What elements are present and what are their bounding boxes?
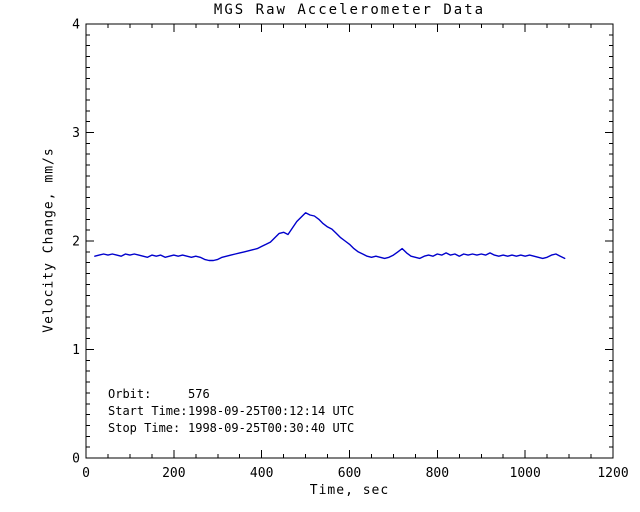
x-tick-label: 200 (162, 466, 185, 481)
chart-title: MGS Raw Accelerometer Data (213, 2, 486, 18)
stop-time-value: 1998-09-25T00:30:40 UTC (188, 421, 355, 435)
orbit-row: Orbit: 576 (108, 386, 354, 403)
x-tick-label: 600 (338, 466, 361, 481)
data-series-line (94, 212, 566, 262)
x-tick-label: 1000 (510, 466, 541, 481)
y-tick-label: 1 (72, 343, 80, 358)
y-tick-label: 4 (72, 18, 80, 33)
x-tick-label: 800 (426, 466, 449, 481)
stop-time-row: Stop Time: 1998-09-25T00:30:40 UTC (108, 420, 354, 437)
y-tick-label: 0 (72, 452, 80, 467)
start-time-value: 1998-09-25T00:12:14 UTC (188, 404, 355, 418)
y-tick-label: 3 (72, 126, 80, 141)
x-axis-label: Time, sec (309, 483, 390, 498)
y-tick-label: 2 (72, 235, 80, 250)
annotation-block: Orbit: 576 Start Time: 1998-09-25T00:12:14… (108, 386, 354, 437)
orbit-value: 576 (188, 387, 210, 401)
orbit-label: Orbit: (108, 387, 152, 401)
x-tick-label: 1200 (597, 466, 628, 481)
start-time-row: Start Time: 1998-09-25T00:12:14 UTC (108, 403, 354, 420)
x-tick-label: 0 (82, 466, 90, 481)
x-tick-label: 400 (250, 466, 273, 481)
stop-time-label: Stop Time: (108, 421, 181, 435)
start-time-label: Start Time: (108, 404, 188, 418)
